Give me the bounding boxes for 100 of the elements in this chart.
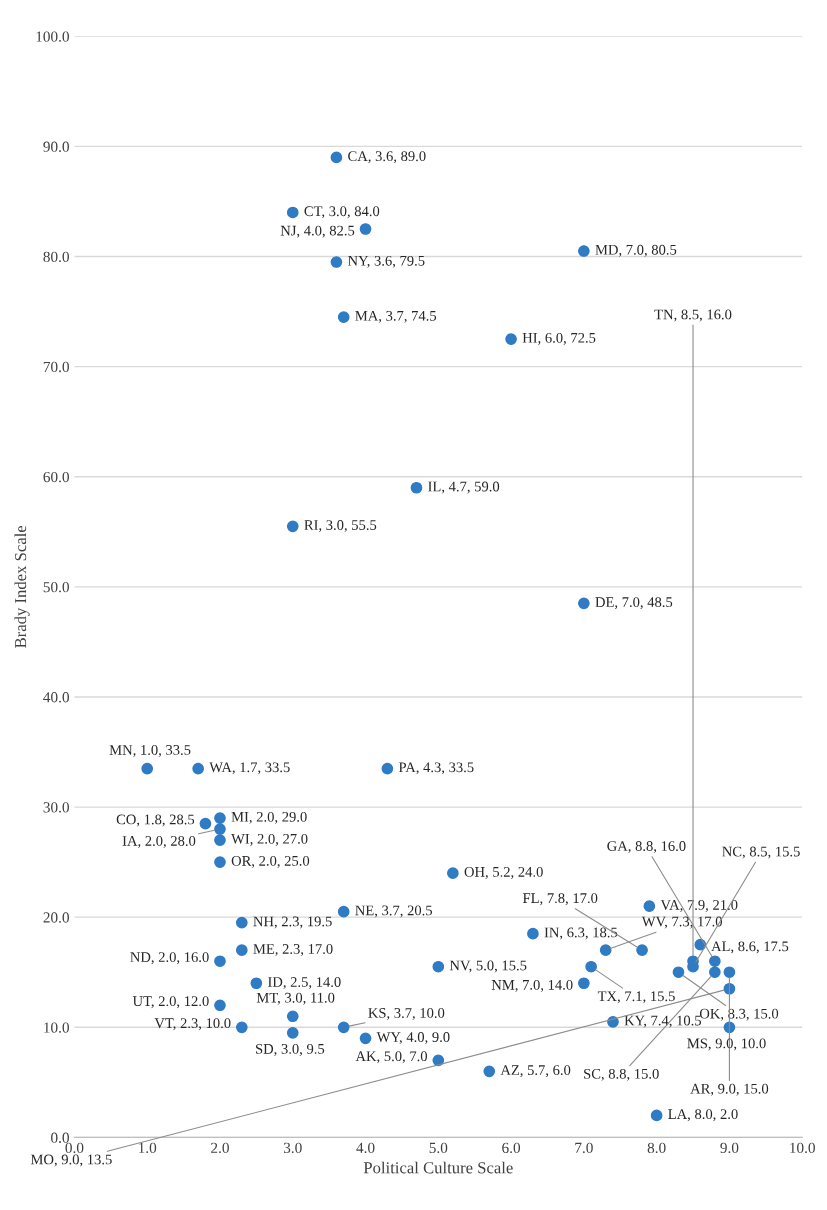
data-label: DE, 7.0, 48.5 [595,597,673,610]
data-label: MT, 3.0, 11.0 [256,992,335,1005]
point [141,762,154,775]
data-label: NE, 3.7, 20.5 [355,905,433,918]
point [330,256,343,268]
x-tick-label: 6.0 [502,1142,521,1154]
data-label: VA, 7.9, 21.0 [660,899,738,912]
y-tick-label: 20.0 [43,912,69,923]
data-label: MN, 1.0, 33.5 [109,745,191,757]
point [359,1032,372,1045]
y-tick-label: 80.0 [43,251,69,263]
point [723,966,736,979]
data-label: WY, 4.0, 9.0 [376,1032,450,1045]
point [214,834,226,846]
x-tick-label: 10.0 [790,1142,815,1154]
y-tick-label: 30.0 [43,802,69,813]
data-label: WA, 1.7, 33.5 [209,762,290,775]
x-tick-label: 1.0 [139,1142,157,1154]
point [483,1065,496,1078]
point [235,1021,248,1034]
data-label: CT, 3.0, 84.0 [304,206,380,219]
y-tick-label: 0.0 [51,1132,69,1143]
data-label: AK, 5.0, 7.0 [355,1051,428,1064]
data-label: MO, 9.0, 13.5 [30,1154,112,1167]
data-label: GA, 8.8, 16.0 [607,841,686,854]
data-label: TX, 7.1, 15.5 [597,991,675,1004]
x-tick-label: 4.0 [356,1142,375,1154]
point [214,999,226,1012]
point [214,955,226,968]
data-label: TN, 8.5, 16.0 [654,309,732,322]
point [337,905,350,918]
x-tick-label: 8.0 [647,1142,666,1154]
point [337,311,350,323]
data-label: KS, 3.7, 10.0 [368,1008,445,1020]
data-label: AL, 8.6, 17.5 [711,941,789,954]
point [359,223,372,235]
point [709,966,721,979]
point [330,151,343,164]
data-label: ME, 2.3, 17.0 [253,944,333,956]
point [235,916,248,929]
y-tick-label: 60.0 [43,471,69,483]
point [432,960,445,973]
data-label: IN, 6.3, 18.5 [544,927,618,940]
data-label: OH, 5.2, 24.0 [464,866,543,879]
data-label: FL, 7.8, 17.0 [522,893,598,906]
data-label: OR, 2.0, 25.0 [231,855,310,868]
data-label: ID, 2.5, 14.0 [268,977,341,989]
y-axis-title: Brady Index Scale [14,525,30,648]
data-label: UT, 2.0, 12.0 [132,996,209,1009]
x-tick-label: 3.0 [283,1142,302,1154]
data-label: MS, 9.0, 10.0 [687,1038,766,1051]
point [599,944,612,957]
data-label: NV, 5.0, 15.5 [449,960,527,973]
point [192,762,204,775]
point [709,955,721,968]
data-label: MA, 3.7, 74.5 [355,310,437,323]
data-label: NH, 2.3, 19.5 [253,916,332,929]
point [578,245,590,257]
data-label: NY, 3.6, 79.5 [347,255,425,268]
point [286,206,299,219]
point [505,333,517,345]
point [447,867,459,879]
point [381,762,394,775]
data-label: OK, 8.3, 15.0 [699,1008,779,1021]
data-label: WI, 2.0, 27.0 [231,833,308,846]
data-label: CO, 1.8, 28.5 [116,814,195,827]
data-label: CA, 3.6, 89.0 [348,151,426,164]
data-label: LA, 8.0, 2.0 [668,1109,738,1122]
data-label: IA, 2.0, 28.0 [122,835,196,848]
point [199,817,212,830]
y-tick-label: 10.0 [44,1022,69,1033]
data-label: AZ, 5.7, 6.0 [500,1065,571,1078]
y-tick-label: 50.0 [43,581,69,593]
point [235,944,248,957]
data-label: RI, 3.0, 55.5 [304,520,377,533]
point [650,1109,663,1122]
data-label: NM, 7.0, 14.0 [491,979,573,992]
point [672,966,685,979]
y-tick-label: 100.0 [36,31,69,42]
data-label: SD, 3.0, 9.5 [256,1043,325,1056]
data-label: SC, 8.8, 15.0 [584,1068,659,1081]
data-label: ND, 2.0, 16.0 [130,952,209,965]
data-label: VT, 2.3, 10.0 [154,1018,231,1031]
point [643,900,656,913]
point [578,597,590,610]
y-tick-label: 40.0 [43,692,69,703]
x-axis-title: Political Culture Scale [363,1161,513,1174]
data-label: WV, 7.3, 17.0 [641,916,722,929]
data-label: NJ, 4.0, 82.5 [280,225,355,238]
point [337,1021,350,1034]
data-label: PA, 4.3, 33.5 [398,762,474,775]
point [410,481,423,494]
point [286,1010,299,1023]
point [214,823,226,835]
point [214,812,226,824]
point [286,520,299,533]
x-tick-label: 0.0 [65,1142,84,1154]
point [578,977,590,990]
y-tick-label: 70.0 [43,361,69,373]
data-label: KY, 7.4, 10.5 [624,1015,702,1028]
